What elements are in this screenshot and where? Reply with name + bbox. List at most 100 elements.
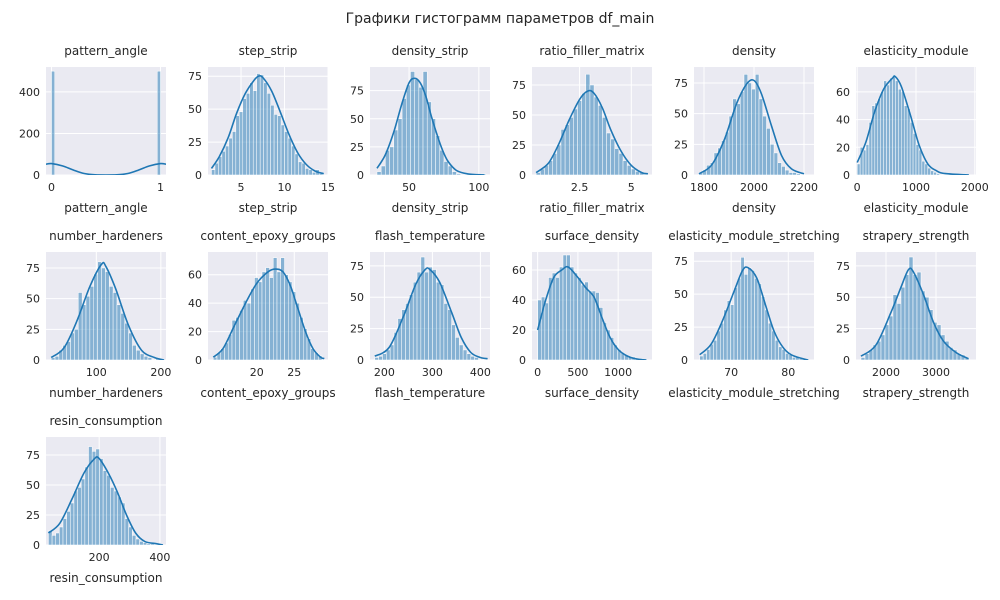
x-tick-label: 200: [150, 366, 171, 379]
histogram-bar: [755, 74, 760, 175]
histogram-bar: [386, 349, 391, 360]
histogram-bar: [456, 173, 461, 175]
histogram-bar: [459, 344, 464, 360]
x-tick-label: 100: [468, 181, 489, 194]
histogram-bar: [143, 356, 149, 360]
histogram-bar: [778, 346, 783, 360]
kde-line: [699, 266, 809, 360]
histogram-bar: [414, 79, 420, 175]
histogram-bar: [785, 353, 790, 360]
histogram-bar: [747, 267, 752, 360]
y-tick-label: 0: [195, 354, 202, 367]
histogram-panel-density: density 1800 2000 2200 0 25 50 75 density: [674, 44, 818, 215]
histogram-bar: [246, 93, 250, 175]
histogram-bar: [559, 266, 564, 360]
kde-line: [212, 268, 325, 360]
x-tick-label: 2000: [961, 181, 989, 194]
x-tick-label: 80: [781, 366, 795, 379]
histogram-bar: [883, 80, 887, 175]
histogram-bar: [901, 91, 905, 175]
histogram-bar: [242, 98, 247, 175]
histogram-bar: [908, 256, 914, 360]
histogram-bar: [89, 286, 94, 360]
panel-title: strapery_strength: [863, 229, 970, 243]
histogram-bar: [447, 309, 452, 360]
histogram-bar: [393, 129, 399, 175]
histogram-bar: [62, 518, 67, 545]
histogram-bar: [566, 254, 571, 360]
histogram-bar: [211, 169, 216, 175]
y-tick-label: 25: [836, 323, 850, 336]
histogram-panel-pattern-angle: pattern_angle 0 1 0 200 400 pattern_angle: [19, 44, 166, 215]
histogram-bar: [120, 313, 125, 360]
y-tick-label: 0: [519, 354, 526, 367]
y-tick-label: 50: [350, 291, 364, 304]
histogram-bar: [597, 105, 603, 175]
histogram-bar: [287, 137, 292, 175]
histogram-bar: [380, 165, 386, 175]
histogram-bar: [266, 93, 271, 175]
histogram-bar: [406, 84, 411, 175]
histogram-bar: [428, 266, 433, 360]
histogram-bar: [602, 117, 607, 175]
kde-line: [374, 267, 488, 360]
y-tick-label: 50: [26, 479, 40, 492]
x-tick-label: 300: [422, 366, 443, 379]
histogram-bar: [709, 343, 714, 360]
histogram-bar: [312, 172, 317, 175]
x-tick-label: 5: [628, 181, 635, 194]
x-axis-label: number_hardeners: [49, 386, 163, 400]
histogram-bar: [93, 273, 98, 360]
histogram-bar: [378, 355, 383, 360]
histogram-bar: [270, 104, 275, 175]
histogram-bar: [447, 165, 453, 175]
y-tick-label: 50: [674, 108, 688, 121]
panel-title: density: [732, 44, 776, 58]
x-tick-label: 200: [89, 551, 110, 564]
histogram-bar: [588, 290, 593, 360]
histogram-bar: [898, 88, 902, 175]
histogram-bar: [412, 281, 418, 360]
x-tick-label: 400: [149, 551, 170, 564]
histogram-bar: [573, 272, 578, 360]
histogram-bar: [139, 541, 144, 545]
histogram-bar: [78, 292, 83, 360]
histogram-bar: [900, 286, 906, 360]
histogram-bar: [912, 274, 918, 360]
histogram-bar: [424, 271, 429, 360]
x-tick-label: 200: [374, 366, 395, 379]
y-tick-label: 75: [350, 85, 364, 98]
histogram-bar: [904, 274, 910, 360]
histogram-bar: [416, 271, 422, 360]
histogram-bar: [555, 277, 560, 360]
histogram-bar: [865, 144, 870, 175]
y-tick-label: 0: [843, 354, 850, 367]
y-tick-label: 0: [843, 169, 850, 182]
x-axis-label: surface_density: [545, 386, 639, 400]
y-tick-label: 75: [512, 79, 526, 92]
histogram-bar: [66, 511, 71, 545]
x-axis-label: content_epoxy_groups: [200, 386, 335, 400]
x-tick-label: 3000: [922, 366, 950, 379]
x-tick-label: 1000: [902, 181, 930, 194]
histogram-bar: [376, 171, 382, 175]
kde-line: [50, 261, 165, 360]
histogram-bar: [374, 357, 379, 360]
histogram-panel-resin-consumption: resin_consumption 200 400 0 25 50 75 resin_cons…: [26, 414, 170, 585]
histogram-bar: [764, 309, 769, 360]
histogram-bar: [631, 168, 636, 175]
histogram-bar: [589, 84, 595, 175]
histogram-bar: [243, 300, 248, 360]
histogram-bar: [874, 102, 879, 175]
histogram-bar: [105, 271, 110, 360]
y-tick-label: 25: [674, 321, 688, 334]
histogram-bar: [773, 152, 778, 175]
y-tick-label: 75: [836, 260, 850, 273]
kde-line: [47, 456, 164, 545]
histogram-bar: [770, 144, 775, 175]
histogram-bar: [785, 169, 790, 175]
histogram-panel-content-epoxy-groups: content_epoxy_groups 20 25 0 20 40 60 content_e…: [188, 229, 336, 400]
histogram-bar: [768, 322, 772, 360]
